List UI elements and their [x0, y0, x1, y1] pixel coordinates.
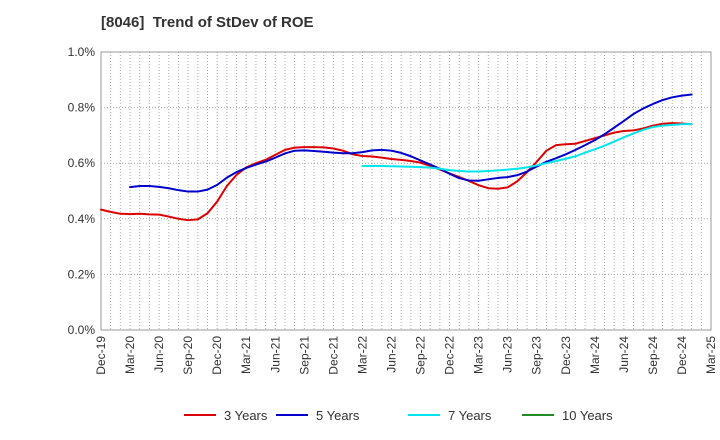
y-tick-label: 0.2% — [68, 267, 96, 281]
x-tick-label: Dec-19 — [94, 336, 108, 375]
y-tick-label: 0.8% — [68, 101, 96, 115]
chart-title: [8046] Trend of StDev of ROE — [101, 14, 314, 31]
x-tick-label: Jun-21 — [268, 336, 282, 373]
x-tick-label: Dec-20 — [210, 336, 224, 375]
y-tick-label: 0.0% — [68, 323, 96, 337]
x-tick-label: Dec-21 — [326, 336, 340, 375]
x-tick-label: Sep-24 — [646, 336, 660, 375]
x-tick-label: Jun-23 — [501, 336, 515, 373]
x-tick-label: Dec-22 — [443, 336, 457, 375]
x-tick-label: Mar-24 — [588, 336, 602, 374]
legend-label: 10 Years — [562, 408, 613, 423]
series-line-7-years — [361, 123, 693, 173]
x-tick-label: Mar-23 — [472, 336, 486, 374]
series-lines — [100, 93, 693, 222]
x-tick-label: Mar-21 — [239, 336, 253, 374]
x-tick-label: Jun-20 — [152, 336, 166, 373]
x-tick-label: Sep-21 — [297, 336, 311, 375]
x-tick-label: Sep-22 — [414, 336, 428, 375]
y-tick-label: 0.6% — [68, 156, 96, 170]
y-tick-label: 0.4% — [68, 212, 96, 226]
series-line-5-years — [129, 93, 693, 193]
series-line-3-years — [100, 122, 693, 222]
x-tick-label: Dec-24 — [675, 336, 689, 375]
grid-lines — [100, 51, 712, 331]
x-tick-label: Sep-23 — [530, 336, 544, 375]
x-tick-label: Mar-20 — [123, 336, 137, 374]
x-tick-label: Mar-25 — [704, 336, 718, 374]
x-tick-label: Jun-22 — [384, 336, 398, 373]
legend-label: 5 Years — [316, 408, 360, 423]
x-tick-label: Mar-22 — [355, 336, 369, 374]
x-tick-label: Dec-23 — [559, 336, 573, 375]
axes: 0.0% 0.2% 0.4% 0.6% 0.8% 1.0% Dec-19 Mar-20 Jun-… — [68, 45, 718, 375]
legend: 3 Years 5 Years 7 Years 10 Years — [184, 408, 613, 423]
legend-label: 3 Years — [224, 408, 268, 423]
y-tick-label: 1.0% — [68, 45, 96, 59]
x-tick-label: Sep-20 — [181, 336, 195, 375]
legend-label: 7 Years — [448, 408, 492, 423]
x-tick-label: Jun-24 — [617, 336, 631, 373]
